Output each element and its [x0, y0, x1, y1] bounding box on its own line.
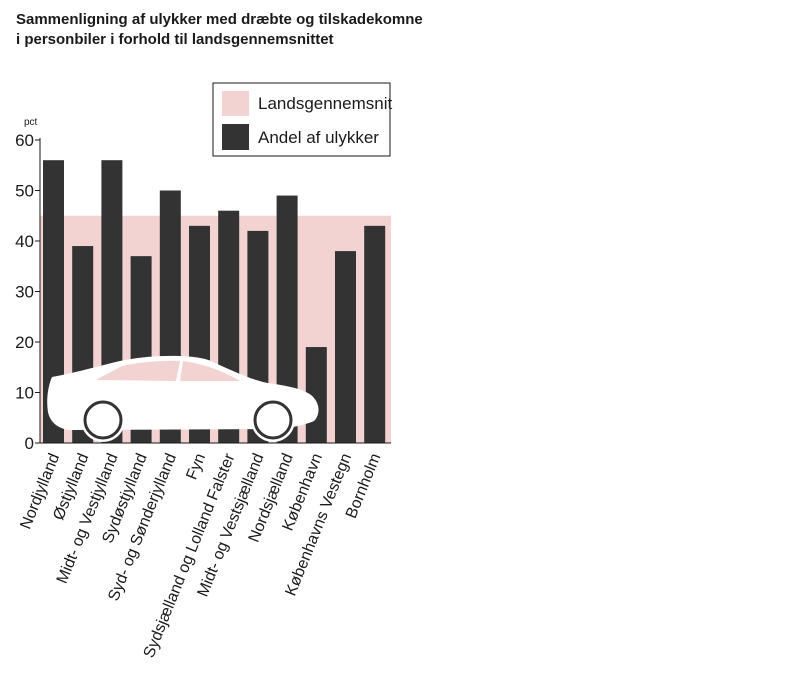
car-wheel-rear-rim — [253, 400, 293, 440]
y-tick-label-60: 60 — [15, 131, 34, 150]
legend: Landsgennemsnit Andel af ulykker — [212, 82, 392, 157]
car-wheel-front-rim — [83, 400, 123, 440]
y-axis-unit-label: pct — [24, 117, 38, 128]
legend-swatch-andel — [222, 124, 249, 150]
y-tick-label-10: 10 — [15, 384, 34, 403]
y-tick-label-20: 20 — [15, 333, 34, 352]
y-tick-label-40: 40 — [15, 232, 34, 251]
legend-label-landsgennemsnit: Landsgennemsnit — [258, 94, 392, 113]
y-tick-label-0: 0 — [25, 434, 34, 453]
chart-title-line-1: Sammenligning af ulykker med dræbte og t… — [16, 11, 423, 28]
car-front-window — [96, 360, 180, 381]
bar-1 — [43, 160, 64, 443]
y-tick-label-30: 30 — [15, 283, 34, 302]
x-category-label-6: Fyn — [183, 451, 209, 482]
legend-swatch-landsgennemsnit — [222, 91, 249, 116]
car-rear-window — [180, 361, 240, 381]
bar-9 — [276, 195, 298, 443]
y-tick-label-50: 50 — [15, 182, 34, 201]
chart-title: Sammenligning af ulykker med dræbte og t… — [16, 10, 423, 50]
bar-12 — [364, 225, 386, 443]
car-silhouette — [47, 355, 319, 442]
plot-area: 0102030405060pctNordjyllandØstjyllandMid… — [15, 117, 391, 660]
chart-title-line-2: i personbiler i forhold til landsgennems… — [16, 31, 334, 48]
legend-label-andel: Andel af ulykker — [258, 128, 379, 147]
bar-11 — [335, 251, 356, 443]
